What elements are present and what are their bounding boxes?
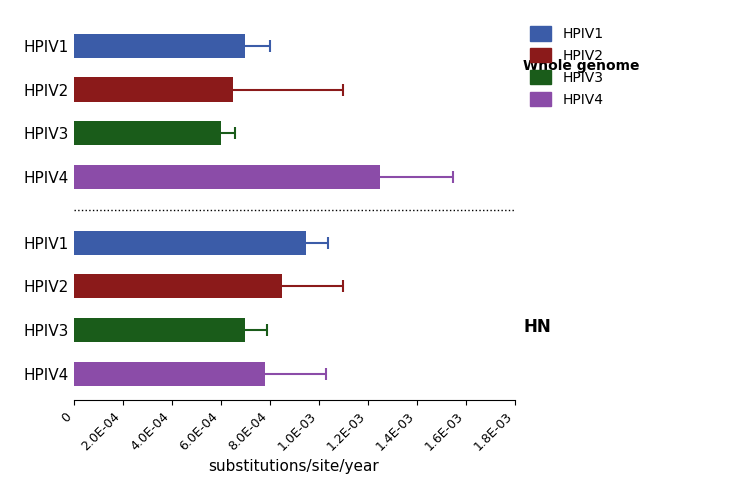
Text: HN: HN <box>523 318 551 336</box>
Bar <box>74 165 380 189</box>
X-axis label: substitutions/site/year: substitutions/site/year <box>209 459 379 474</box>
Bar <box>74 231 306 255</box>
Legend: HPIV1, HPIV2, HPIV3, HPIV4: HPIV1, HPIV2, HPIV3, HPIV4 <box>530 26 603 106</box>
Text: Whole genome: Whole genome <box>523 59 640 73</box>
Bar <box>74 318 245 342</box>
Bar <box>74 274 282 299</box>
Bar <box>74 362 265 386</box>
Bar <box>74 121 220 145</box>
Bar <box>74 78 233 102</box>
Bar <box>74 34 245 58</box>
